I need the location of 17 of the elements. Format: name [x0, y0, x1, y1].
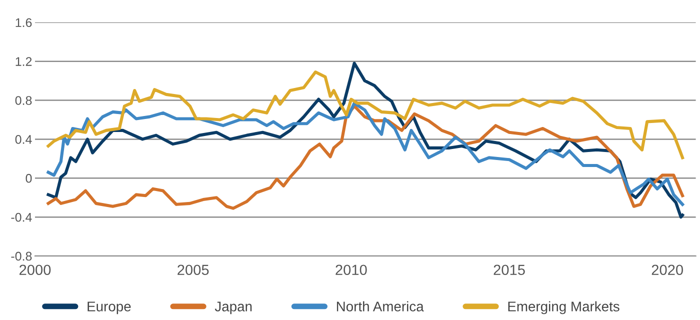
y-tick-label: 0 [26, 174, 32, 183]
x-tick-label: 2015 [494, 264, 525, 276]
legend-label: Japan [214, 302, 252, 314]
y-tick-label: 0.8 [15, 96, 32, 105]
y-tick-label: -0.8 [11, 252, 32, 261]
y-tick-label: -0.4 [11, 212, 32, 222]
x-tick-label: 2010 [336, 264, 367, 276]
legend-label: North America [336, 301, 424, 312]
y-tick-label: 1.2 [16, 57, 32, 66]
x-tick-label: 2020 [652, 264, 683, 276]
legend-label: Emerging Markets [508, 301, 620, 314]
x-tick-label: 2000 [20, 264, 51, 276]
legend-label: Europe [88, 302, 131, 314]
x-tick-label: 2005 [178, 264, 209, 276]
y-tick-label: 0.4 [15, 135, 32, 144]
line-series [46, 70, 684, 160]
y-tick-label: 1.6 [16, 18, 32, 28]
